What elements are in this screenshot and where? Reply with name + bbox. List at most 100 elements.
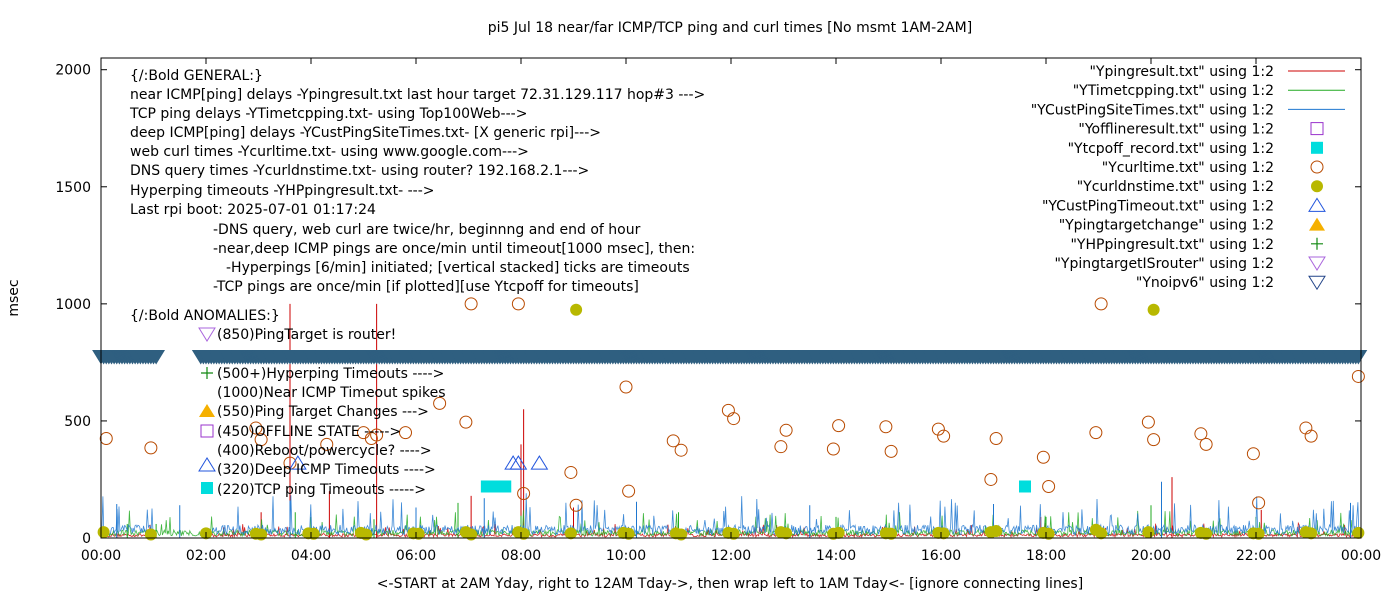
curltime-point (774, 440, 788, 454)
curltime-point (1246, 447, 1260, 461)
legend-swatch (1308, 256, 1326, 271)
tcpoff-point (480, 480, 493, 493)
annotation-line: (500+)Hyperping Timeouts ----> (217, 366, 444, 382)
legend-label: "YCustPingSiteTimes.txt" using 1:2 (1031, 102, 1274, 118)
annotation-line: (220)TCP ping Timeouts -----> (217, 482, 426, 498)
annotation-symbol (200, 424, 214, 438)
annotation-line: -near,deep ICMP pings are once/min until… (213, 241, 695, 257)
annotation-line: Last rpi boot: 2025-07-01 01:17:24 (130, 202, 376, 218)
annotation-symbol (201, 367, 213, 379)
curldnstime-point (780, 527, 793, 540)
curltime-point (254, 433, 268, 447)
curltime-point (1194, 427, 1208, 441)
curltime-point (619, 380, 633, 394)
legend-label: "Ytcpoff_record.txt" using 1:2 (1068, 141, 1274, 157)
y-tick-label: 0 (82, 531, 91, 547)
curldnstime-point (1147, 303, 1160, 316)
legend-label: "Yofflineresult.txt" using 1:2 (1078, 122, 1274, 138)
curltime-point (826, 442, 840, 456)
y-tick-label: 2000 (55, 63, 91, 79)
annotation-line: Hyperping timeouts -YHPpingresult.txt- -… (130, 183, 435, 199)
curltime-point (879, 420, 893, 434)
curltime-point (1094, 297, 1108, 311)
x-tick-label: 00:00 (1341, 548, 1381, 564)
annotation-block: {/:Bold GENERAL:} near ICMP[ping] delays … (129, 68, 705, 498)
curltime-point (399, 426, 412, 440)
curltime-point (1042, 479, 1056, 493)
curltime-point (674, 443, 688, 457)
tcpoff-point (1019, 480, 1031, 493)
curltime-point (1036, 450, 1050, 464)
legend-label: "Ynoipv6" using 1:2 (1136, 275, 1274, 291)
curltime-point (517, 487, 531, 501)
legend-label: "YCustPingTimeout.txt" using 1:2 (1042, 198, 1274, 214)
legend-swatch (1308, 197, 1326, 212)
annotation-symbol (201, 482, 213, 494)
curltime-point (433, 396, 447, 410)
curltime-point (1141, 415, 1155, 429)
legend-label: "Ycurltime.txt" using 1:2 (1102, 160, 1274, 176)
legend: "Ypingresult.txt" using 1:2 "YTimetcpping… (1031, 64, 1345, 291)
legend-label: "YpingtargetISrouter" using 1:2 (1054, 256, 1274, 272)
y-axis-label: msec (6, 279, 22, 316)
custping_timeout-point (509, 455, 528, 470)
annotation-symbol (198, 327, 216, 342)
curltime-point (459, 415, 473, 429)
x-tick-label: 06:00 (396, 548, 436, 564)
annotation-line: DNS query times -Ycurldnstime.txt- using… (130, 163, 589, 179)
annotation-line: (450)OFFLINE STATE -----> (217, 424, 401, 440)
curltime-point (144, 441, 158, 455)
x-axis-label: <-START at 2AM Yday, right to 12AM Tday-… (377, 576, 1083, 592)
curltime-point (569, 498, 583, 512)
y-tick-label: 1500 (55, 180, 91, 196)
curltime-point (884, 444, 898, 458)
curldnstime-point (570, 303, 583, 316)
curltime-point (511, 297, 525, 311)
legend-swatch (1311, 237, 1323, 250)
annotation-line: (320)Deep ICMP Timeouts ----> (217, 462, 436, 478)
annotation-line: (850)PingTarget is router! (217, 327, 396, 343)
annotation-line: {/:Bold ANOMALIES:} (130, 308, 280, 324)
curltime-point (99, 431, 113, 445)
curldnstime-point (675, 528, 688, 541)
curldnstime-point (465, 528, 478, 541)
annotation-line: {/:Bold GENERAL:} (130, 68, 263, 84)
curltime-point (1147, 433, 1161, 447)
tcpoff-point (499, 480, 512, 493)
curldnstime-point (1200, 527, 1213, 540)
annotation-line: TCP ping delays -YTimetcpping.txt- using… (129, 106, 527, 122)
curldnstime-point (1142, 526, 1155, 539)
custping_timeout-point (288, 455, 307, 470)
x-tick-label: 14:00 (816, 548, 856, 564)
x-tick-label: 20:00 (1131, 548, 1171, 564)
curldnstime-point (144, 528, 157, 541)
annotation-symbol (199, 404, 215, 417)
curldnstime-point (832, 526, 845, 539)
curltime-point (1304, 429, 1318, 443)
x-tick-label: 02:00 (186, 548, 226, 564)
noipv6-point (1349, 350, 1368, 365)
legend-swatch (1310, 122, 1324, 136)
annotation-line: -Hyperpings [6/min] initiated; [vertical… (226, 260, 690, 276)
curltime-point (1351, 369, 1365, 383)
legend-label: "YHPpingresult.txt" using 1:2 (1070, 237, 1274, 253)
custping_timeout-point (530, 455, 549, 470)
annotation-line: near ICMP[ping] delays -Ypingresult.txt … (130, 87, 705, 103)
x-tick-label: 04:00 (291, 548, 331, 564)
curldnstime-point (97, 526, 110, 539)
curltime-point (727, 412, 741, 426)
axes: 0 500 1000 1500 2000 00:00 02:00 04:00 06:00 08:0… (55, 57, 1381, 564)
annotation-line: (1000)Near ICMP Timeout spikes (217, 385, 446, 401)
curldnstime-point (1095, 527, 1108, 540)
curldnstime-point (564, 527, 577, 540)
legend-label: "Ypingtargetchange" using 1:2 (1059, 218, 1274, 234)
curltime-point (1299, 421, 1313, 435)
curltime-point (464, 297, 478, 311)
legend-swatch (1309, 217, 1325, 231)
x-tick-label: 00:00 (81, 548, 121, 564)
annotation-line: -TCP pings are once/min [if plotted][use… (213, 279, 639, 295)
curltime-point (937, 429, 951, 443)
y-tick-label: 1000 (55, 297, 91, 313)
curltime-point (931, 422, 945, 436)
